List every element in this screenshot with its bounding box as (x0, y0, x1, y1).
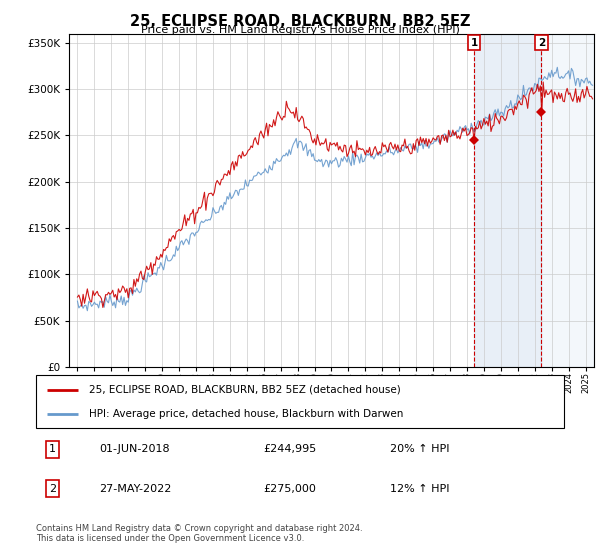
Text: HPI: Average price, detached house, Blackburn with Darwen: HPI: Average price, detached house, Blac… (89, 409, 403, 419)
Text: 2: 2 (538, 38, 545, 48)
Text: 01-JUN-2018: 01-JUN-2018 (100, 445, 170, 454)
Text: £275,000: £275,000 (263, 484, 316, 493)
Text: 2: 2 (49, 484, 56, 493)
Text: 1: 1 (49, 445, 56, 454)
Text: Price paid vs. HM Land Registry's House Price Index (HPI): Price paid vs. HM Land Registry's House … (140, 25, 460, 35)
Bar (541, 34, 594, 367)
FancyBboxPatch shape (36, 375, 564, 428)
Text: Contains HM Land Registry data © Crown copyright and database right 2024.
This d: Contains HM Land Registry data © Crown c… (36, 524, 362, 543)
Text: 27-MAY-2022: 27-MAY-2022 (100, 484, 172, 493)
Text: £244,995: £244,995 (263, 445, 316, 454)
Bar (474, 34, 541, 367)
Text: 12% ↑ HPI: 12% ↑ HPI (390, 484, 449, 493)
Text: 25, ECLIPSE ROAD, BLACKBURN, BB2 5EZ: 25, ECLIPSE ROAD, BLACKBURN, BB2 5EZ (130, 14, 470, 29)
Text: 20% ↑ HPI: 20% ↑ HPI (390, 445, 449, 454)
Text: 25, ECLIPSE ROAD, BLACKBURN, BB2 5EZ (detached house): 25, ECLIPSE ROAD, BLACKBURN, BB2 5EZ (de… (89, 385, 401, 395)
Text: 1: 1 (470, 38, 478, 48)
